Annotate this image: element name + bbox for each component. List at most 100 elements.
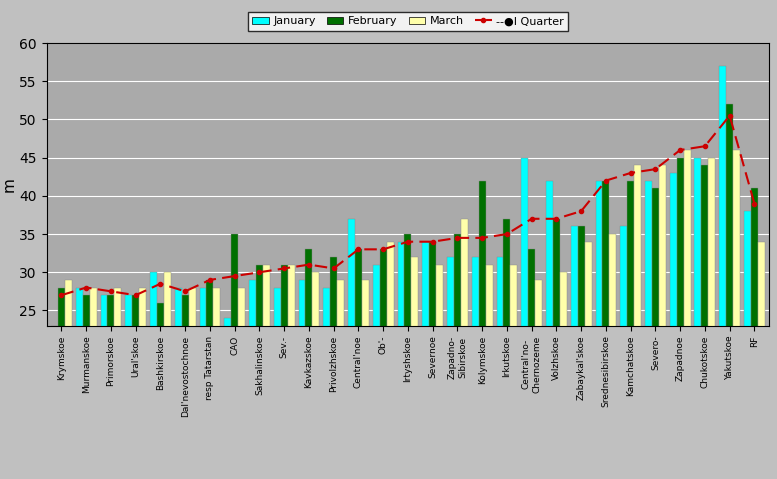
Bar bbox=[720, 66, 726, 479]
Bar bbox=[405, 234, 411, 479]
Bar bbox=[337, 280, 344, 479]
Bar bbox=[207, 280, 214, 479]
Bar bbox=[263, 264, 270, 479]
Bar bbox=[256, 264, 263, 479]
Bar bbox=[521, 158, 528, 479]
Bar bbox=[758, 242, 765, 479]
Bar bbox=[609, 234, 616, 479]
Bar bbox=[510, 264, 517, 479]
I Quarter bbox=[725, 113, 734, 118]
Bar bbox=[528, 250, 535, 479]
Bar bbox=[535, 280, 542, 479]
Bar bbox=[553, 219, 560, 479]
I Quarter bbox=[552, 216, 561, 222]
Legend: January, February, March, --●I Quarter: January, February, March, --●I Quarter bbox=[248, 12, 568, 31]
Y-axis label: m: m bbox=[2, 177, 16, 192]
Bar bbox=[620, 227, 627, 479]
Bar bbox=[298, 280, 305, 479]
Bar bbox=[280, 264, 287, 479]
Bar bbox=[274, 287, 280, 479]
Bar bbox=[76, 287, 82, 479]
I Quarter bbox=[205, 277, 214, 283]
Bar bbox=[577, 227, 584, 479]
I Quarter bbox=[403, 239, 413, 245]
Bar bbox=[175, 287, 182, 479]
I Quarter bbox=[675, 147, 685, 153]
Bar bbox=[82, 295, 89, 479]
Bar bbox=[677, 158, 684, 479]
I Quarter bbox=[478, 235, 487, 241]
Bar bbox=[189, 287, 196, 479]
Bar bbox=[150, 272, 157, 479]
I Quarter bbox=[131, 292, 141, 298]
Bar bbox=[157, 303, 164, 479]
Bar bbox=[348, 219, 355, 479]
Bar bbox=[447, 257, 454, 479]
Bar bbox=[461, 219, 468, 479]
I Quarter bbox=[156, 281, 166, 286]
Bar bbox=[684, 150, 691, 479]
Bar bbox=[634, 165, 641, 479]
Bar bbox=[670, 173, 677, 479]
Bar bbox=[503, 219, 510, 479]
I Quarter bbox=[750, 201, 759, 206]
Bar bbox=[702, 165, 709, 479]
I Quarter bbox=[601, 178, 611, 183]
Bar bbox=[411, 257, 418, 479]
I Quarter bbox=[453, 235, 462, 241]
Bar bbox=[733, 150, 740, 479]
Bar bbox=[652, 188, 659, 479]
Bar bbox=[214, 287, 221, 479]
Bar bbox=[387, 242, 394, 479]
Bar bbox=[373, 264, 380, 479]
Bar bbox=[58, 287, 65, 479]
Bar bbox=[429, 242, 436, 479]
I Quarter bbox=[428, 239, 437, 245]
Bar bbox=[380, 250, 387, 479]
Bar bbox=[132, 295, 139, 479]
Bar bbox=[287, 264, 294, 479]
Bar bbox=[65, 280, 71, 479]
Bar bbox=[726, 104, 733, 479]
Bar bbox=[709, 158, 716, 479]
Bar bbox=[751, 188, 758, 479]
Bar bbox=[560, 272, 566, 479]
Bar bbox=[239, 287, 245, 479]
Bar bbox=[659, 165, 666, 479]
Line: I Quarter: I Quarter bbox=[59, 114, 757, 297]
I Quarter bbox=[378, 247, 388, 252]
Bar bbox=[114, 287, 121, 479]
Bar bbox=[232, 234, 239, 479]
Bar bbox=[602, 181, 609, 479]
Bar bbox=[107, 295, 114, 479]
I Quarter bbox=[180, 288, 190, 294]
I Quarter bbox=[255, 269, 264, 275]
I Quarter bbox=[280, 265, 289, 271]
Bar bbox=[744, 211, 751, 479]
I Quarter bbox=[82, 285, 91, 290]
Bar bbox=[472, 257, 479, 479]
Bar bbox=[100, 295, 107, 479]
I Quarter bbox=[305, 262, 314, 267]
Bar bbox=[627, 181, 634, 479]
Bar bbox=[51, 326, 58, 479]
Bar bbox=[584, 242, 591, 479]
Bar bbox=[436, 264, 443, 479]
Bar bbox=[546, 181, 553, 479]
Bar bbox=[486, 264, 493, 479]
Bar bbox=[422, 242, 429, 479]
Bar bbox=[398, 242, 405, 479]
Bar bbox=[200, 287, 207, 479]
Bar bbox=[305, 250, 312, 479]
Bar bbox=[312, 272, 319, 479]
Bar bbox=[182, 295, 189, 479]
I Quarter bbox=[527, 216, 536, 222]
Bar bbox=[695, 158, 702, 479]
Bar bbox=[164, 272, 171, 479]
I Quarter bbox=[230, 273, 239, 279]
Bar bbox=[139, 287, 146, 479]
Bar bbox=[479, 181, 486, 479]
Bar bbox=[362, 280, 369, 479]
Bar bbox=[249, 280, 256, 479]
Bar bbox=[89, 287, 96, 479]
